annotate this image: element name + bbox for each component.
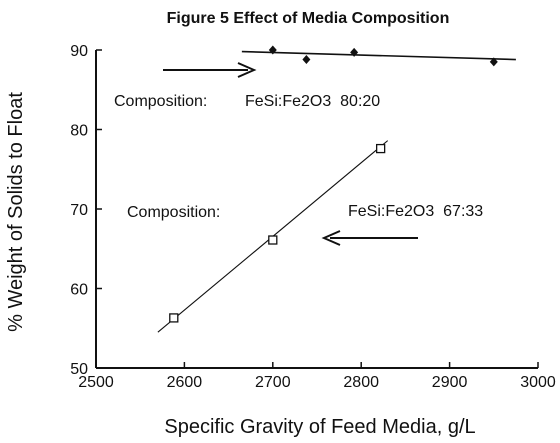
lower-composition-ratio: FeSi:Fe2O3 67:33 bbox=[348, 203, 483, 220]
data-point-diamond bbox=[489, 57, 498, 67]
upper-composition-label: Composition: bbox=[114, 93, 207, 110]
x-axis-label: Specific Gravity of Feed Media, g/L bbox=[164, 416, 475, 438]
lower-composition-label: Composition: bbox=[127, 204, 220, 221]
chart-title: Figure 5 Effect of Media Composition bbox=[167, 10, 450, 27]
y-tick-label: 90 bbox=[70, 43, 88, 60]
y-tick-label: 60 bbox=[70, 282, 88, 299]
data-point-square bbox=[375, 143, 386, 154]
y-axis-label-group: % Weight of Solids to Float bbox=[5, 92, 27, 332]
x-tick-label: 2800 bbox=[343, 374, 379, 391]
x-tick-label: 2600 bbox=[167, 374, 203, 391]
data-point-square bbox=[268, 235, 278, 245]
fit-line-1 bbox=[241, 50, 516, 61]
annotation-arrow-lower bbox=[321, 230, 418, 246]
x-tick-label: 2500 bbox=[78, 374, 114, 391]
data-point-square bbox=[169, 313, 179, 323]
y-axis-label: % Weight of Solids to Float bbox=[5, 92, 27, 332]
x-tick-label: 3000 bbox=[520, 374, 556, 391]
y-tick-label: 50 bbox=[70, 361, 88, 378]
x-tick-label: 2900 bbox=[432, 374, 468, 391]
data-point-diamond bbox=[268, 45, 277, 55]
data-points bbox=[169, 45, 498, 323]
ticks: 2500 2600 2700 2800 2900 3000 50 60 70 80 90 bbox=[70, 43, 556, 391]
data-point-diamond bbox=[350, 47, 359, 57]
data-point-diamond bbox=[302, 55, 311, 65]
upper-composition-ratio: FeSi:Fe2O3 80:20 bbox=[245, 93, 380, 110]
x-tick-label: 2700 bbox=[255, 374, 291, 391]
annotation-arrow-upper bbox=[163, 62, 257, 78]
y-tick-label: 80 bbox=[70, 123, 88, 140]
y-tick-label: 70 bbox=[70, 202, 88, 219]
